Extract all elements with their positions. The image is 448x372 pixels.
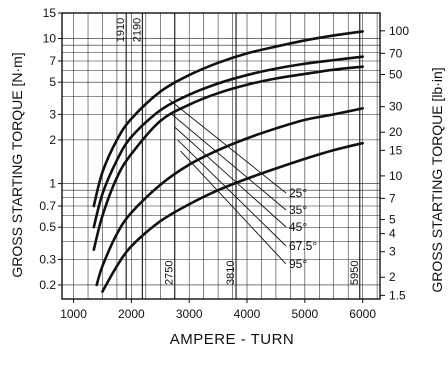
x-tick-label: 1000	[60, 307, 87, 321]
y-left-tick-label: 15	[43, 6, 57, 20]
y-right-tick-label: 100	[389, 24, 409, 38]
reference-line-label: 2190	[131, 18, 143, 42]
x-axis-label: AMPERE - TURN	[170, 331, 295, 348]
y-left-tick-label: 0.5	[39, 220, 56, 234]
x-tick-label: 3000	[176, 307, 203, 321]
y-right-tick-label: 1.5	[389, 288, 406, 302]
y-axis-label-right: GROSS STARTING TORQUE [lb·in]	[429, 67, 445, 292]
grid	[62, 12, 380, 299]
series-curves	[92, 30, 364, 293]
reference-line-label: 3810	[225, 261, 237, 285]
y-left-ticks: 0.2 0.3 0.5 0.7 1 2 3 5 7 10 15	[39, 6, 62, 292]
x-tick-label: 5000	[291, 307, 318, 321]
y-right-ticks: 1.5 2 3 45 7 10 15 20 30 50 70 100	[380, 24, 409, 302]
series-line	[101, 141, 364, 293]
x-tick-label: 6000	[349, 307, 376, 321]
y-left-tick-label: 3	[49, 107, 56, 121]
y-right-tick-label: 5	[389, 213, 396, 227]
series-label: 45°	[289, 220, 307, 234]
series-leader-line	[171, 114, 287, 211]
y-left-tick-label: 5	[49, 75, 56, 89]
y-left-tick-label: 2	[49, 133, 56, 147]
y-left-tick-label: 0.2	[39, 278, 56, 292]
series-line	[92, 55, 364, 229]
series-leader-line	[168, 99, 287, 194]
reference-lines: 1910 2190 2750 3810 5950	[115, 13, 361, 299]
plot-frame	[61, 12, 381, 300]
series-line	[92, 30, 364, 208]
series-leader-line	[177, 139, 287, 247]
reference-line-label: 1910	[115, 18, 127, 42]
y-left-tick-label: 10	[43, 32, 57, 46]
x-ticks: 1000 2000 3000 4000 5000 6000	[60, 299, 376, 321]
y-right-tick-label: 4	[389, 227, 396, 241]
series-label: 95°	[289, 257, 307, 271]
y-left-tick-label: 0.7	[39, 199, 56, 213]
label-leaders	[168, 99, 287, 265]
reference-line-label: 5950	[349, 261, 361, 285]
y-left-tick-label: 7	[49, 54, 56, 68]
series-label: 35°	[289, 203, 307, 217]
series-leader-line	[174, 126, 287, 228]
y-right-tick-label: 20	[389, 125, 403, 139]
y-right-tick-label: 70	[389, 46, 403, 60]
series-label: 67.5°	[289, 239, 317, 253]
y-axis-label-left: GROSS STARTING TORQUE [N·m]	[9, 52, 25, 277]
y-right-tick-label: 3	[389, 245, 396, 259]
series-line	[95, 107, 364, 287]
y-right-tick-label: 50	[389, 68, 403, 82]
y-right-tick-label: 10	[389, 169, 403, 183]
series-line	[92, 65, 364, 251]
y-left-tick-label: 1	[49, 177, 56, 191]
y-left-tick-label: 0.3	[39, 252, 56, 266]
x-tick-label: 4000	[234, 307, 261, 321]
y-right-tick-label: 15	[389, 143, 403, 157]
y-right-tick-label: 30	[389, 100, 403, 114]
series-labels: 25° 35° 45° 67.5° 95°	[289, 186, 317, 271]
reference-line-label: 2750	[164, 261, 176, 285]
y-right-tick-label: 2	[389, 270, 396, 284]
series-label: 25°	[289, 186, 307, 200]
y-right-tick-label: 7	[389, 191, 396, 205]
series-leader-line	[180, 150, 287, 265]
x-tick-label: 2000	[118, 307, 145, 321]
